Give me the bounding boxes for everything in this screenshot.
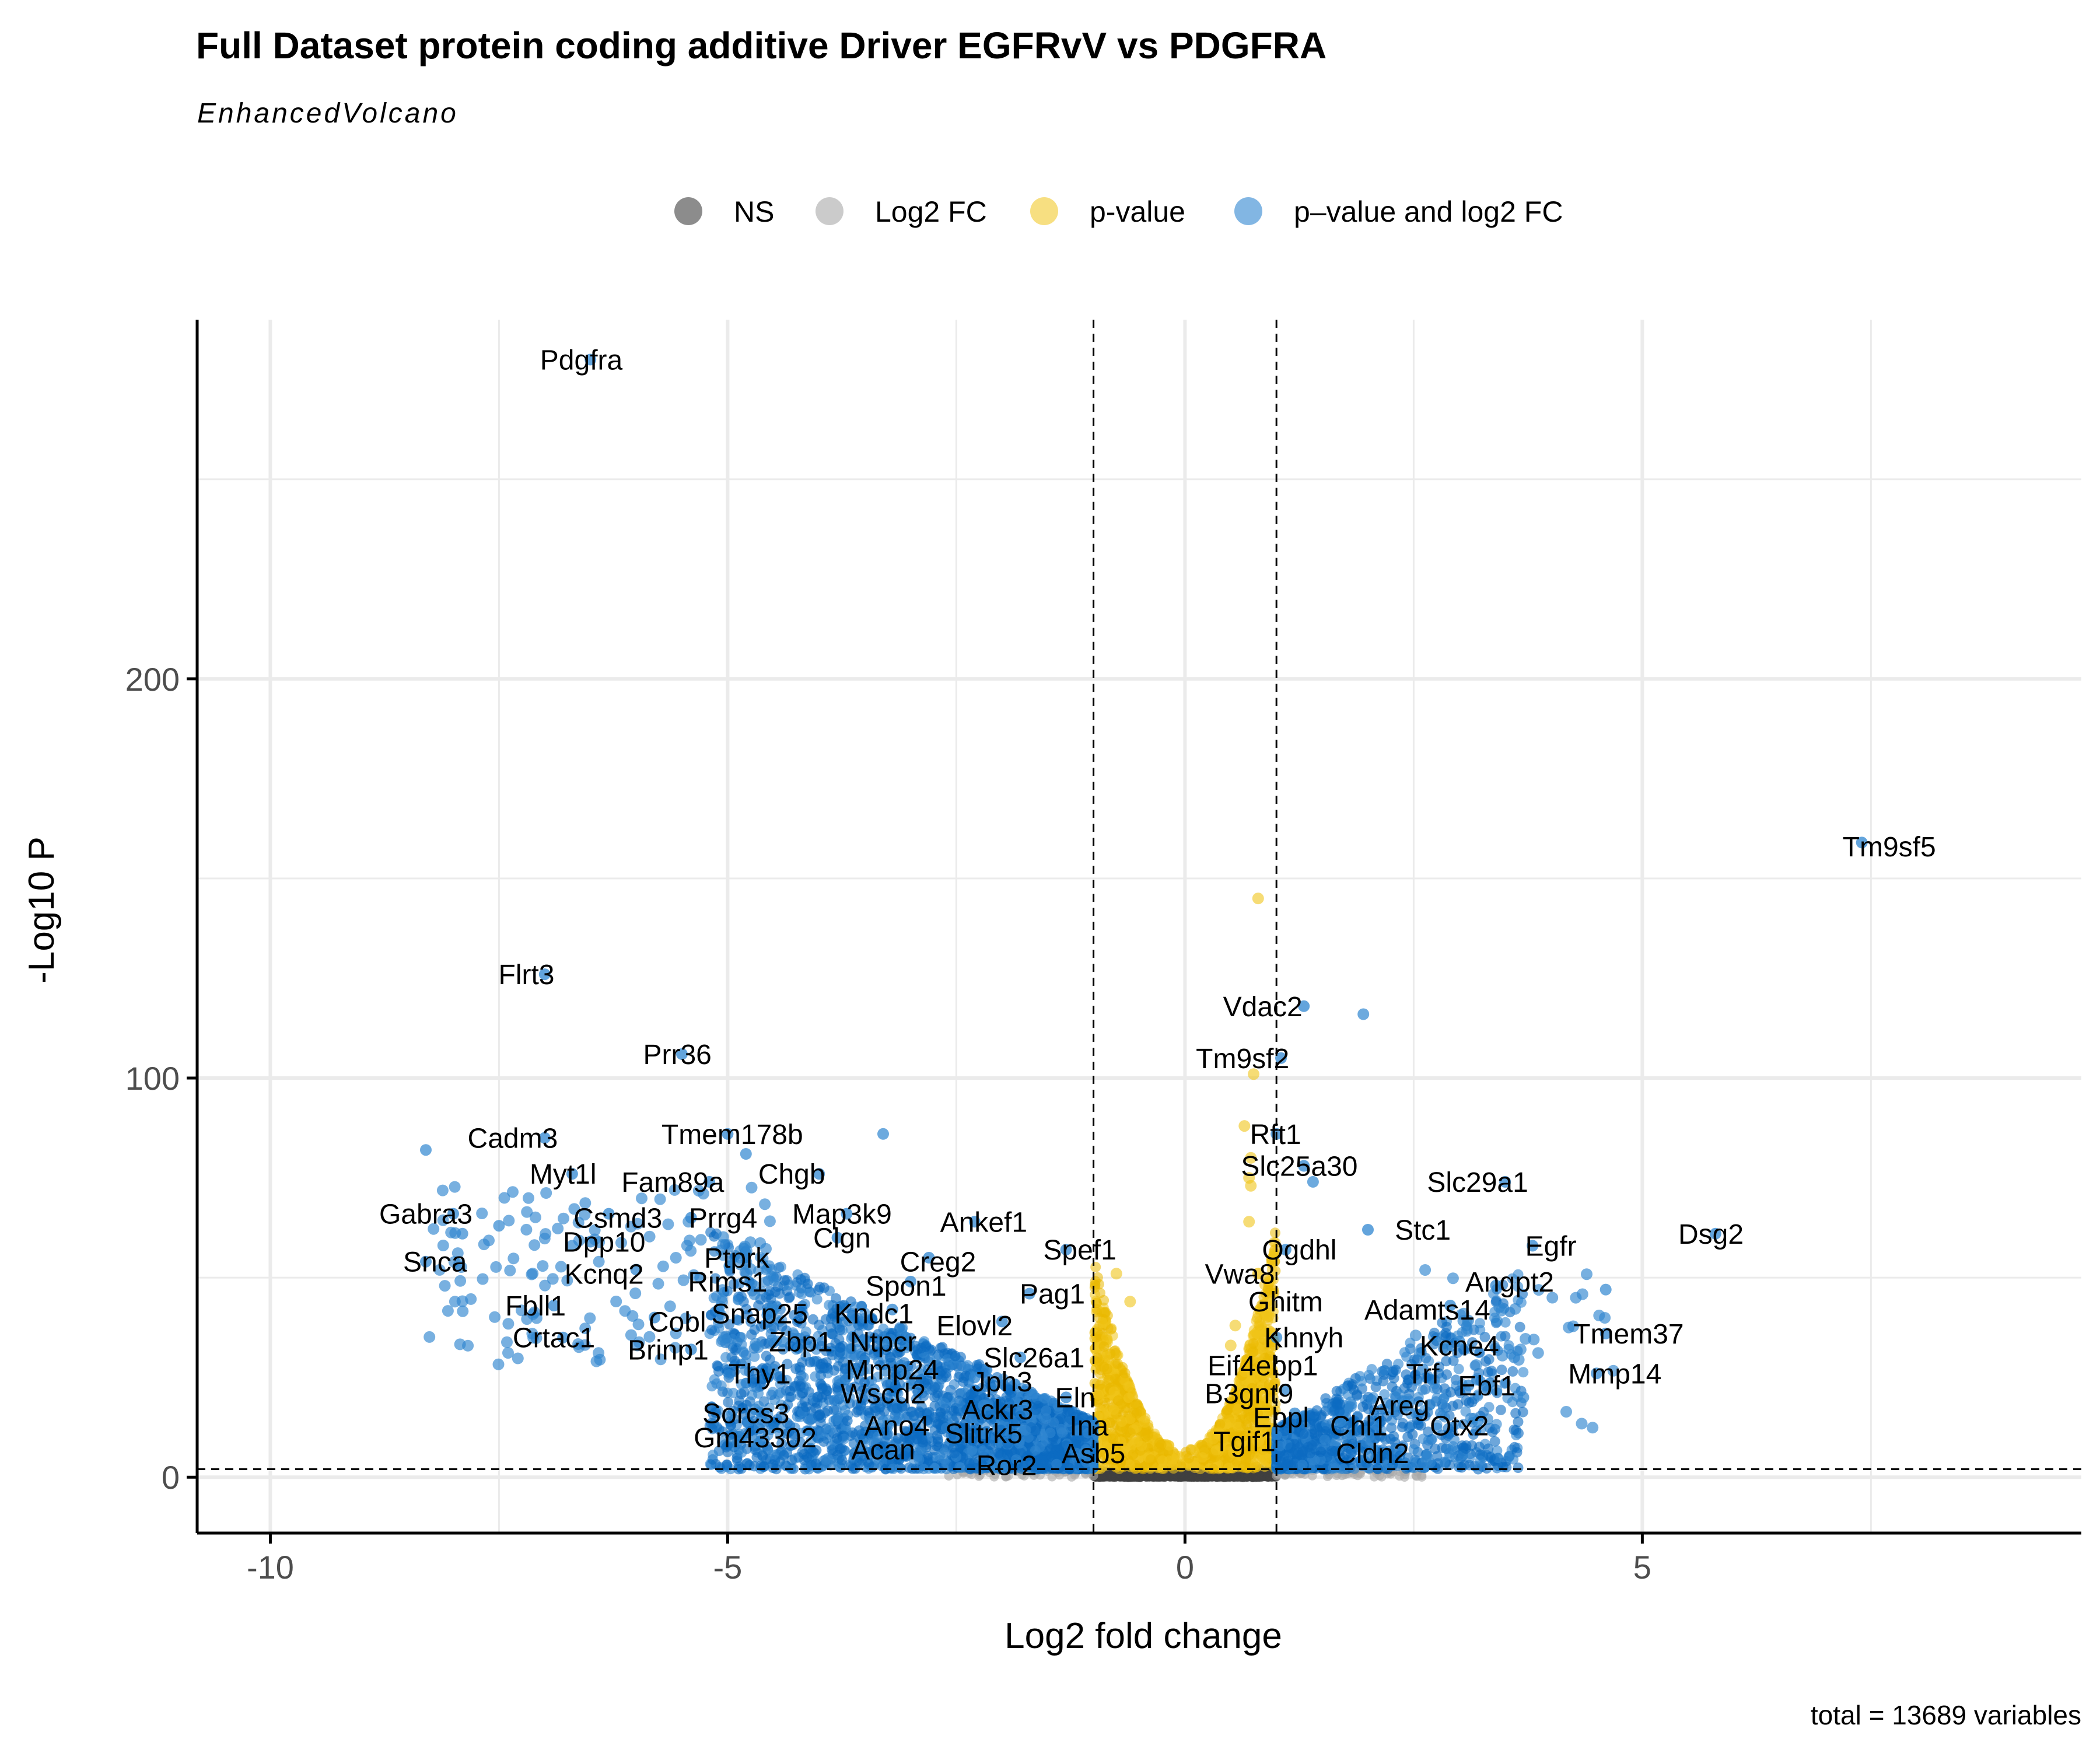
- data-point-p: [1128, 1450, 1138, 1460]
- data-point-sig: [933, 1434, 943, 1444]
- data-point-p: [1197, 1452, 1208, 1462]
- data-point-sig: [716, 1380, 727, 1391]
- data-point-p: [1129, 1434, 1140, 1444]
- data-point-p: [1139, 1418, 1150, 1428]
- data-point-p: [1146, 1454, 1156, 1465]
- data-point-p: [1138, 1462, 1148, 1473]
- data-point-p: [1109, 1387, 1119, 1397]
- data-point-p: [1135, 1406, 1146, 1416]
- data-point-sig: [812, 1392, 822, 1402]
- data-point-fc: [1395, 1471, 1404, 1481]
- data-point-sig: [706, 1381, 717, 1391]
- data-point-sig: [810, 1371, 820, 1382]
- data-point-sig: [821, 1458, 832, 1469]
- data-point-sig: [808, 1314, 818, 1325]
- data-point-p: [1112, 1359, 1123, 1369]
- data-point-p: [1101, 1332, 1112, 1343]
- data-point-fc: [1417, 1472, 1426, 1482]
- data-point-p: [1124, 1392, 1134, 1403]
- data-point-sig: [797, 1289, 807, 1299]
- data-point-sig: [954, 1462, 965, 1472]
- data-point-p: [1098, 1295, 1109, 1306]
- legend-label-p: p-value: [1090, 195, 1185, 228]
- data-point-sig: [817, 1383, 828, 1393]
- data-point-p: [1095, 1380, 1105, 1390]
- data-point-p: [1113, 1395, 1124, 1406]
- data-point-sig: [824, 1422, 834, 1433]
- data-point-sig: [833, 1411, 844, 1422]
- data-point-sig: [801, 1402, 811, 1412]
- data-point-ns: [1242, 1472, 1252, 1482]
- data-point-sig: [713, 1366, 724, 1377]
- data-point-p: [1098, 1341, 1109, 1352]
- data-point-sig: [799, 1372, 809, 1383]
- data-point-sig: [833, 1361, 844, 1371]
- data-point-p: [1184, 1453, 1194, 1464]
- data-point-p: [1223, 1463, 1234, 1474]
- chart-subtitle: EnhancedVolcano: [197, 98, 459, 129]
- data-point-sig: [818, 1436, 829, 1447]
- data-point-sig: [753, 1388, 764, 1399]
- data-point-p: [1097, 1317, 1108, 1328]
- legend-key-ns: [674, 197, 702, 225]
- data-point-p: [1094, 1279, 1104, 1289]
- legend-label-ns: NS: [734, 195, 774, 228]
- data-point-sig: [795, 1381, 806, 1391]
- data-point-p: [1252, 893, 1264, 904]
- data-point-p: [1111, 1268, 1122, 1279]
- data-point-sig: [960, 1362, 971, 1372]
- data-point-ns: [1188, 1472, 1197, 1482]
- data-point-p: [1124, 1381, 1134, 1392]
- data-point-p: [1238, 1120, 1250, 1132]
- data-point-p: [1120, 1368, 1130, 1378]
- data-point-p: [1230, 1320, 1241, 1331]
- data-point-sig: [842, 1415, 853, 1426]
- data-point-p: [1102, 1364, 1112, 1374]
- data-point-p: [1090, 1289, 1100, 1300]
- legend-key-fc: [816, 197, 844, 225]
- legend-label-fc: Log2 FC: [875, 195, 987, 228]
- data-point-p: [1108, 1405, 1119, 1415]
- data-point-sig: [941, 1368, 951, 1378]
- data-point-p: [1156, 1440, 1167, 1450]
- data-point-sig: [796, 1274, 806, 1285]
- data-point-p: [1225, 1339, 1237, 1351]
- legend-key-both: [1234, 197, 1262, 225]
- data-point-p: [1110, 1374, 1121, 1384]
- data-point-sig: [812, 1294, 822, 1304]
- data-point-p: [1189, 1462, 1200, 1473]
- data-point-sig: [736, 1388, 747, 1399]
- legend-label-both: p–value and log2 FC: [1294, 195, 1563, 228]
- data-point-p: [1243, 1216, 1255, 1227]
- data-point-sig: [811, 1458, 821, 1469]
- legend-key-p: [1030, 197, 1058, 225]
- data-point-sig: [1040, 1393, 1051, 1404]
- chart-title: Full Dataset protein coding additive Dri…: [196, 25, 1326, 67]
- data-point-sig: [819, 1282, 830, 1293]
- data-point-p: [1124, 1296, 1136, 1307]
